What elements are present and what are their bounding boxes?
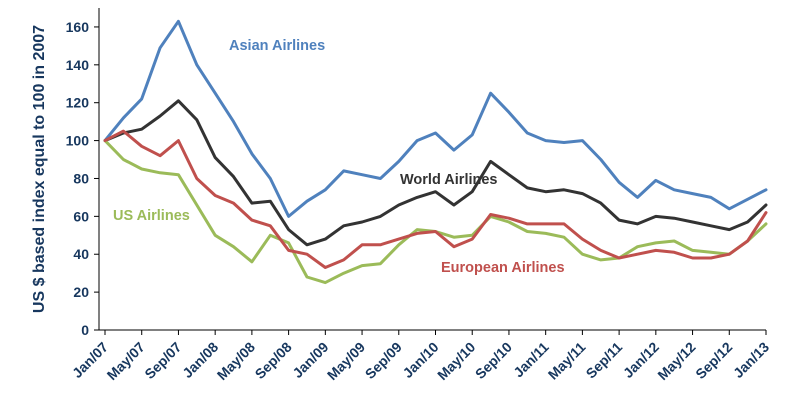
x-tick-label: Sep/09 bbox=[362, 339, 405, 382]
y-tick-label: 140 bbox=[66, 57, 90, 73]
x-tick-label: Sep/11 bbox=[583, 339, 626, 382]
x-tick-label: Jan/11 bbox=[510, 339, 552, 381]
series-label-us-airlines: US Airlines bbox=[113, 208, 190, 224]
y-tick-label: 100 bbox=[66, 133, 90, 149]
x-tick-label: Sep/08 bbox=[251, 339, 294, 382]
x-tick-label: May/12 bbox=[654, 339, 698, 383]
series-label-asian-airlines: Asian Airlines bbox=[229, 38, 325, 54]
y-tick-label: 120 bbox=[66, 95, 90, 111]
x-tick-label: May/08 bbox=[214, 339, 258, 383]
series-line-world-airlines bbox=[103, 99, 768, 247]
series-label-world-airlines: World Airlines bbox=[400, 172, 498, 188]
x-tick-label: Jan/13 bbox=[730, 339, 772, 381]
x-tick-label: Sep/10 bbox=[472, 339, 515, 382]
x-tick-label: May/07 bbox=[104, 339, 148, 383]
y-tick-label: 60 bbox=[73, 208, 89, 224]
y-tick-label: 0 bbox=[81, 322, 89, 338]
x-tick-label: Sep/12 bbox=[692, 339, 735, 382]
y-tick-label: 20 bbox=[73, 284, 89, 300]
x-tick-label: Sep/07 bbox=[141, 339, 184, 382]
series-label-european-airlines: European Airlines bbox=[441, 260, 565, 276]
y-axis-label: US $ based index equal to 100 in 2007 bbox=[31, 25, 48, 313]
y-tick-label: 80 bbox=[73, 170, 89, 186]
x-tick-label: May/10 bbox=[434, 339, 478, 383]
y-tick-label: 40 bbox=[73, 246, 89, 262]
x-tick-label: May/09 bbox=[324, 339, 368, 383]
series-line-european-airlines bbox=[103, 129, 768, 269]
y-tick-label: 160 bbox=[66, 19, 90, 35]
series-line-us-airlines bbox=[103, 139, 768, 285]
series-line-asian-airlines bbox=[103, 19, 768, 218]
x-tick-label: May/11 bbox=[545, 339, 589, 383]
